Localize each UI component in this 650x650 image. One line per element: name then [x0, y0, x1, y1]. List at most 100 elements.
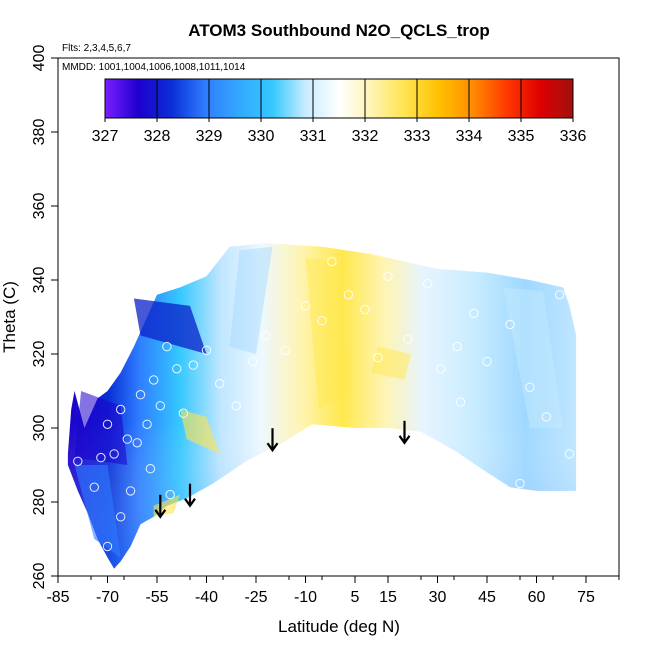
x-axis-label: Latitude (deg N): [278, 617, 400, 636]
sample-point: [248, 356, 258, 367]
sample-point: [492, 482, 502, 492]
x-tick-label: 60: [528, 589, 546, 606]
sample-point: [403, 334, 413, 344]
y-tick-label: 400: [31, 45, 48, 72]
sample-point: [455, 397, 466, 407]
x-tick-label: -40: [195, 589, 218, 606]
y-tick-label: 380: [31, 119, 48, 146]
sample-point: [343, 290, 354, 300]
x-tick-label: 5: [351, 589, 360, 606]
sample-point: [469, 308, 479, 318]
sample-point: [162, 341, 172, 352]
colorbar-tick-label: 331: [300, 128, 327, 145]
field-streak: [74, 391, 128, 465]
x-tick-label: -25: [244, 589, 267, 606]
sample-point: [422, 279, 433, 289]
sample-point: [383, 271, 393, 281]
flights-note: Flts: 2,3,4,5,6,7: [62, 43, 131, 54]
dates-note: MMDD: 1001,1004,1006,1008,1011,1014: [62, 62, 246, 73]
sample-point: [89, 482, 100, 492]
sample-point: [564, 449, 575, 459]
x-tick-label: 75: [577, 589, 595, 606]
sample-point: [122, 434, 133, 444]
sample-point: [165, 489, 175, 500]
x-tick-label: -70: [96, 589, 119, 606]
sample-point: [125, 486, 136, 496]
down-arrow-icon: [184, 483, 196, 508]
colorbar-tick-label: 333: [404, 128, 431, 145]
field-streak: [133, 298, 207, 354]
sample-point: [373, 353, 383, 363]
colorbar-tick-label: 335: [508, 128, 535, 145]
sample-point: [188, 360, 199, 370]
plot-frame: [57, 57, 620, 577]
field-streaks: [74, 246, 563, 558]
sample-point: [300, 301, 311, 311]
sample-point: [215, 378, 225, 389]
sample-point: [505, 319, 515, 330]
y-tick-label: 320: [31, 341, 48, 368]
colorbar-tick-label: 328: [144, 128, 171, 145]
sample-point: [73, 456, 83, 466]
sample-point: [482, 356, 492, 367]
sample-point: [155, 401, 166, 411]
colorbar-tick-label: 329: [196, 128, 223, 145]
colorbar-tick-label: 327: [92, 128, 119, 145]
y-axis: 260 280 300 320 340 360 380 400: [31, 45, 58, 590]
sample-point: [327, 256, 337, 267]
sample-point: [436, 364, 446, 374]
sample-point: [281, 345, 291, 355]
field-streak: [74, 465, 121, 558]
x-tick-label: 45: [478, 589, 496, 606]
sample-point: [317, 316, 327, 326]
x-axis: -85 -70 -55 -40 -25 -10 5 15 30 45 60 75: [46, 576, 620, 606]
x-tick-label: -10: [294, 589, 317, 606]
down-arrow-icon: [266, 428, 279, 453]
field-streak: [503, 287, 563, 428]
sample-point: [109, 449, 119, 459]
sample-point: [142, 419, 152, 429]
x-tick-label: -55: [145, 589, 168, 606]
sample-point: [102, 541, 113, 552]
sample-point: [172, 364, 182, 374]
sample-point: [541, 412, 552, 422]
colorbar-tick-label: 336: [560, 128, 587, 145]
down-arrow-icon: [154, 494, 167, 519]
sample-point: [554, 290, 565, 300]
sample-point: [145, 464, 156, 474]
y-axis-label: Theta (C): [0, 281, 19, 353]
sample-point: [116, 512, 126, 522]
x-tick-label: 30: [429, 589, 447, 606]
y-tick-label: 280: [31, 489, 48, 516]
x-tick-label: -85: [46, 589, 69, 606]
colorbar-tick-label: 334: [456, 128, 483, 145]
sample-point: [96, 452, 106, 463]
sample-point: [149, 375, 159, 385]
y-tick-label: 340: [31, 267, 48, 294]
sample-point: [231, 401, 241, 411]
sample-point: [360, 304, 370, 315]
sample-point: [201, 345, 212, 355]
sample-points: [73, 256, 575, 552]
colorbar-tick-label: 332: [352, 128, 379, 145]
field-streak: [305, 257, 352, 410]
colorbar: 327 328 329 330 331 332 333 334 335 336: [92, 78, 587, 145]
colorbar-tick-label: 330: [248, 128, 275, 145]
sample-point: [135, 390, 146, 400]
sample-point: [132, 438, 142, 448]
sample-point: [178, 408, 189, 418]
sample-point: [525, 382, 535, 392]
colorbar-scale: [104, 78, 574, 119]
chart-title: ATOM3 Southbound N2O_QCLS_trop: [188, 21, 490, 40]
field-streak: [229, 246, 273, 354]
sample-point: [102, 419, 113, 429]
down-arrow-icon: [398, 420, 411, 445]
sample-point: [452, 341, 462, 352]
sample-point: [261, 330, 271, 341]
y-tick-label: 260: [31, 563, 48, 590]
field-streak: [180, 409, 220, 454]
sample-point: [515, 478, 525, 489]
sample-point: [116, 404, 126, 415]
y-tick-label: 360: [31, 193, 48, 220]
